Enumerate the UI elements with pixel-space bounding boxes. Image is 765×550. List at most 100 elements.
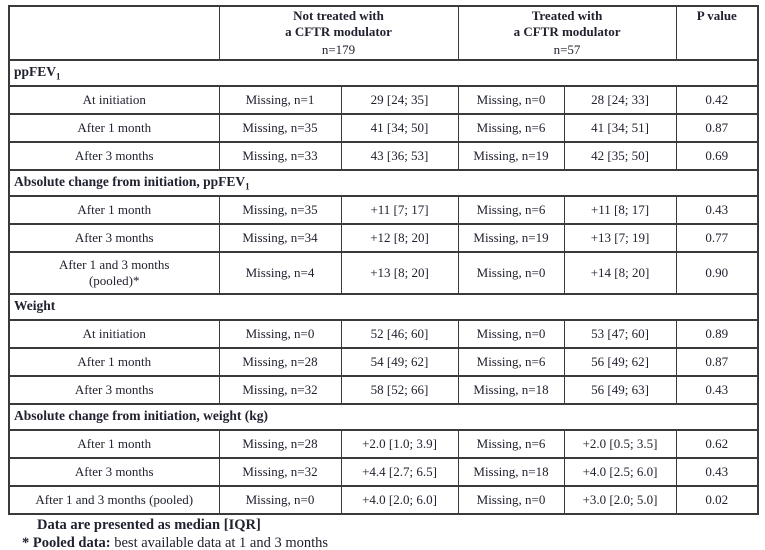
- header-treated-line1: Treated with: [531, 8, 603, 23]
- data-cell: 54 [49; 62]: [340, 346, 459, 377]
- data-cell: 56 [49; 62]: [563, 346, 677, 377]
- data-cell: 53 [47; 60]: [563, 318, 677, 349]
- footnote-pooled-text: best available data at 1 and 3 months: [110, 535, 329, 550]
- table-header: Not treated with a CFTR modulator n=179 …: [8, 5, 759, 61]
- p-value-cell: 0.89: [675, 318, 759, 349]
- header-treated-n: n=57: [553, 41, 581, 57]
- p-value-cell: 0.43: [675, 374, 759, 405]
- header-not-treated-n: n=179: [321, 41, 356, 57]
- p-value-cell: 0.69: [675, 140, 759, 171]
- data-cell: Missing, n=34: [218, 222, 342, 253]
- table-row: At initiation Missing, n=1 29 [24; 35] Miss…: [8, 84, 759, 115]
- table-body: ppFEV1 At initiation Missing, n=1 29 [24; 3…: [8, 58, 759, 515]
- data-cell: +2.0 [0.5; 3.5]: [563, 428, 677, 459]
- data-cell: 52 [46; 60]: [340, 318, 459, 349]
- footnote-median-iqr: Data are presented as median [IQR]: [37, 517, 261, 533]
- p-value-cell: 0.43: [675, 456, 759, 487]
- table-row: After 3 months Missing, n=32 58 [52; 66] Mi…: [8, 374, 759, 405]
- table-row: After 3 months Missing, n=34 +12 [8; 20] Mi…: [8, 222, 759, 253]
- p-value-cell: 0.90: [675, 250, 759, 295]
- section-row: Absolute change from initiation, ppFEV1: [8, 168, 759, 197]
- data-cell: +2.0 [1.0; 3.9]: [340, 428, 459, 459]
- row-label: After 3 months: [8, 140, 220, 171]
- table-row: After 1 month Missing, n=28 54 [49; 62] Mis…: [8, 346, 759, 377]
- data-cell: Missing, n=1: [218, 84, 342, 115]
- section-title: Absolute change from initiation, ppFEV1: [8, 168, 759, 197]
- row-label: After 1 month: [8, 346, 220, 377]
- data-cell: Missing, n=35: [218, 194, 342, 225]
- table-row: After 1 month Missing, n=35 +11 [7; 17] Mis…: [8, 194, 759, 225]
- row-label: After 3 months: [8, 222, 220, 253]
- p-value-cell: 0.42: [675, 84, 759, 115]
- data-cell: Missing, n=0: [457, 84, 565, 115]
- section-title: Weight: [8, 292, 759, 321]
- section-row: ppFEV1: [8, 58, 759, 87]
- data-cell: +11 [8; 17]: [563, 194, 677, 225]
- data-cell: +13 [8; 20]: [340, 250, 459, 295]
- header-row: Not treated with a CFTR modulator n=179 …: [8, 5, 759, 61]
- data-cell: Missing, n=28: [218, 346, 342, 377]
- section-title: Absolute change from initiation, weight …: [8, 402, 759, 431]
- data-cell: 58 [52; 66]: [340, 374, 459, 405]
- table-row: After 1 month Missing, n=35 41 [34; 50] Mis…: [8, 112, 759, 143]
- data-cell: Missing, n=6: [457, 112, 565, 143]
- data-cell: Missing, n=28: [218, 428, 342, 459]
- header-p-value: P value: [675, 5, 759, 61]
- data-cell: 41 [34; 51]: [563, 112, 677, 143]
- p-value-cell: 0.02: [675, 484, 759, 515]
- data-cell: Missing, n=19: [457, 222, 565, 253]
- table-row: After 1 and 3 months (pooled)* Missing, n…: [8, 250, 759, 295]
- p-value-cell: 0.87: [675, 346, 759, 377]
- data-cell: 41 [34; 50]: [340, 112, 459, 143]
- data-cell: Missing, n=18: [457, 456, 565, 487]
- footnote-pooled-data: * Pooled data: best available data at 1 …: [0, 534, 765, 550]
- data-cell: Missing, n=6: [457, 428, 565, 459]
- data-cell: 42 [35; 50]: [563, 140, 677, 171]
- data-cell: Missing, n=19: [457, 140, 565, 171]
- data-cell: +14 [8; 20]: [563, 250, 677, 295]
- data-cell: Missing, n=33: [218, 140, 342, 171]
- row-label: After 1 and 3 months (pooled): [8, 484, 220, 515]
- row-label: After 1 and 3 months (pooled)*: [8, 250, 220, 295]
- section-row: Weight: [8, 292, 759, 321]
- data-cell: Missing, n=18: [457, 374, 565, 405]
- data-cell: Missing, n=0: [218, 484, 342, 515]
- p-value-cell: 0.43: [675, 194, 759, 225]
- data-cell: +4.4 [2.7; 6.5]: [340, 456, 459, 487]
- table-row: After 3 months Missing, n=33 43 [36; 53] Mi…: [8, 140, 759, 171]
- p-value-cell: 0.77: [675, 222, 759, 253]
- header-not-treated-line2: a CFTR modulator: [285, 23, 392, 39]
- table-row: After 3 months Missing, n=32 +4.4 [2.7; 6.…: [8, 456, 759, 487]
- data-cell: +3.0 [2.0; 5.0]: [563, 484, 677, 515]
- row-label: At initiation: [8, 84, 220, 115]
- header-not-treated-line1: Not treated with: [293, 8, 384, 23]
- data-cell: 43 [36; 53]: [340, 140, 459, 171]
- data-cell: +4.0 [2.0; 6.0]: [340, 484, 459, 515]
- footnotes: Data are presented as median [IQR] * Poo…: [0, 516, 765, 550]
- footnote-pooled-label: * Pooled data:: [22, 535, 111, 550]
- data-cell: Missing, n=32: [218, 456, 342, 487]
- data-cell: +12 [8; 20]: [340, 222, 459, 253]
- row-label: At initiation: [8, 318, 220, 349]
- data-cell: 29 [24; 35]: [340, 84, 459, 115]
- results-table: Not treated with a CFTR modulator n=179 …: [8, 5, 760, 515]
- table-row: At initiation Missing, n=0 52 [46; 60] Miss…: [8, 318, 759, 349]
- data-cell: Missing, n=6: [457, 194, 565, 225]
- data-cell: Missing, n=4: [218, 250, 342, 295]
- data-cell: 56 [49; 63]: [563, 374, 677, 405]
- header-treated-group: Treated with a CFTR modulator n=57: [457, 5, 677, 61]
- data-cell: +11 [7; 17]: [340, 194, 459, 225]
- data-cell: Missing, n=0: [457, 250, 565, 295]
- header-treated-line2: a CFTR modulator: [513, 23, 621, 39]
- data-cell: Missing, n=0: [457, 318, 565, 349]
- data-cell: Missing, n=32: [218, 374, 342, 405]
- section-row: Absolute change from initiation, weight …: [8, 402, 759, 431]
- table-row: After 1 month Missing, n=28 +2.0 [1.0; 3.9…: [8, 428, 759, 459]
- data-cell: +13 [7; 19]: [563, 222, 677, 253]
- header-corner-cell: [8, 5, 220, 61]
- row-label: After 1 month: [8, 428, 220, 459]
- data-cell: Missing, n=0: [457, 484, 565, 515]
- data-cell: +4.0 [2.5; 6.0]: [563, 456, 677, 487]
- row-label: After 1 month: [8, 194, 220, 225]
